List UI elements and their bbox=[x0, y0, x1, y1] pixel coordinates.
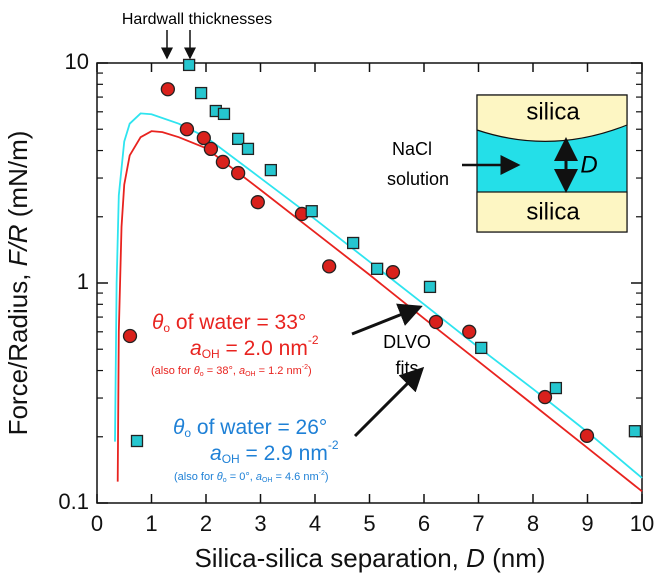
x-axis-title: Silica-silica separation, D (nm) bbox=[194, 543, 545, 573]
data-point bbox=[323, 260, 336, 273]
text: Silica-silica separation, bbox=[194, 543, 466, 573]
data-point bbox=[242, 143, 253, 154]
annotation: (also for θo = 38°, aOH = 1.2 nm-2) bbox=[151, 364, 312, 378]
x-tick-label: 4 bbox=[309, 511, 321, 536]
data-point bbox=[538, 391, 551, 404]
text: (also for bbox=[151, 365, 194, 377]
text: = 0°, bbox=[227, 471, 256, 483]
text: θ bbox=[173, 416, 185, 439]
text: OH bbox=[245, 371, 256, 378]
x-tick-label: 7 bbox=[472, 511, 484, 536]
data-point bbox=[463, 325, 476, 338]
legend-symbol bbox=[132, 436, 143, 447]
x-tick-label: 10 bbox=[630, 511, 654, 536]
arrow bbox=[355, 369, 422, 436]
text: = 2.0 nm bbox=[220, 337, 308, 360]
data-point bbox=[348, 237, 359, 248]
x-tick-label: 6 bbox=[418, 511, 430, 536]
text: -2 bbox=[308, 333, 319, 347]
text: D bbox=[466, 543, 485, 573]
data-point bbox=[629, 426, 640, 437]
x-tick-label: 1 bbox=[145, 511, 157, 536]
x-tick-label: 5 bbox=[363, 511, 375, 536]
annotation: Hardwall thicknesses bbox=[122, 11, 272, 28]
legend-symbol bbox=[124, 330, 137, 343]
text: OH bbox=[222, 452, 240, 466]
x-tick-label: 8 bbox=[527, 511, 539, 536]
annotation: θo of water = 33° bbox=[152, 311, 306, 336]
text: (also for bbox=[174, 471, 217, 483]
chart: silica silica NaCl solution D Hardwall t… bbox=[0, 0, 661, 576]
x-tick-label: 9 bbox=[581, 511, 593, 536]
inset-label: silica bbox=[526, 98, 580, 125]
x-tick-label: 3 bbox=[254, 511, 266, 536]
text: -2 bbox=[328, 438, 339, 452]
data-point bbox=[372, 263, 383, 274]
y-tick-label: 10 bbox=[65, 49, 89, 74]
data-point bbox=[429, 315, 442, 328]
annotation: aOH = 2.9 nm-2 bbox=[210, 438, 339, 466]
inset: silica silica NaCl solution D bbox=[387, 95, 627, 232]
text: a bbox=[190, 337, 202, 360]
text: OH bbox=[202, 347, 220, 361]
data-point bbox=[232, 167, 245, 180]
text: a bbox=[210, 442, 222, 465]
annotation: DLVO bbox=[383, 332, 431, 352]
data-point bbox=[580, 429, 593, 442]
text: θ bbox=[152, 311, 164, 334]
text: of water = 26° bbox=[191, 416, 327, 439]
arrow bbox=[352, 307, 420, 334]
y-axis-title: Force/Radius, F/R (mN/m) bbox=[3, 131, 33, 436]
inset-label: silica bbox=[526, 198, 580, 225]
data-point bbox=[386, 266, 399, 279]
data-point bbox=[180, 123, 193, 136]
text: OH bbox=[262, 477, 273, 484]
y-tick-label: 1 bbox=[77, 269, 89, 294]
annotation: aOH = 2.0 nm-2 bbox=[190, 333, 319, 361]
text: F/R bbox=[3, 224, 33, 266]
data-point bbox=[216, 155, 229, 168]
data-point bbox=[204, 142, 217, 155]
data-point bbox=[306, 206, 317, 217]
data-point bbox=[476, 342, 487, 353]
text: (mN/m) bbox=[3, 131, 33, 225]
y-tick-label: 0.1 bbox=[58, 489, 89, 514]
text: = 4.6 nm bbox=[272, 471, 318, 483]
annotation: θo of water = 26° bbox=[173, 416, 327, 441]
data-point bbox=[550, 383, 561, 394]
data-point bbox=[218, 108, 229, 119]
text: = 1.2 nm bbox=[256, 365, 302, 377]
text: = 2.9 nm bbox=[240, 442, 328, 465]
text: (nm) bbox=[485, 543, 546, 573]
x-tick-label: 0 bbox=[91, 511, 103, 536]
inset-label: NaCl bbox=[392, 139, 432, 159]
data-point bbox=[424, 281, 435, 292]
data-point bbox=[196, 88, 207, 99]
data-point bbox=[265, 165, 276, 176]
annotation: (also for θo = 0°, aOH = 4.6 nm-2) bbox=[174, 470, 329, 484]
text: ) bbox=[308, 365, 312, 377]
data-point bbox=[161, 83, 174, 96]
text: ) bbox=[325, 471, 329, 483]
data-point bbox=[184, 59, 195, 70]
text: = 38°, bbox=[204, 365, 239, 377]
data-point bbox=[233, 133, 244, 144]
text: of water = 33° bbox=[170, 311, 306, 334]
data-point bbox=[251, 196, 264, 209]
inset-label: solution bbox=[387, 169, 449, 189]
inset-label: D bbox=[580, 151, 597, 178]
text: Force/Radius, bbox=[3, 266, 33, 435]
x-tick-label: 2 bbox=[200, 511, 212, 536]
